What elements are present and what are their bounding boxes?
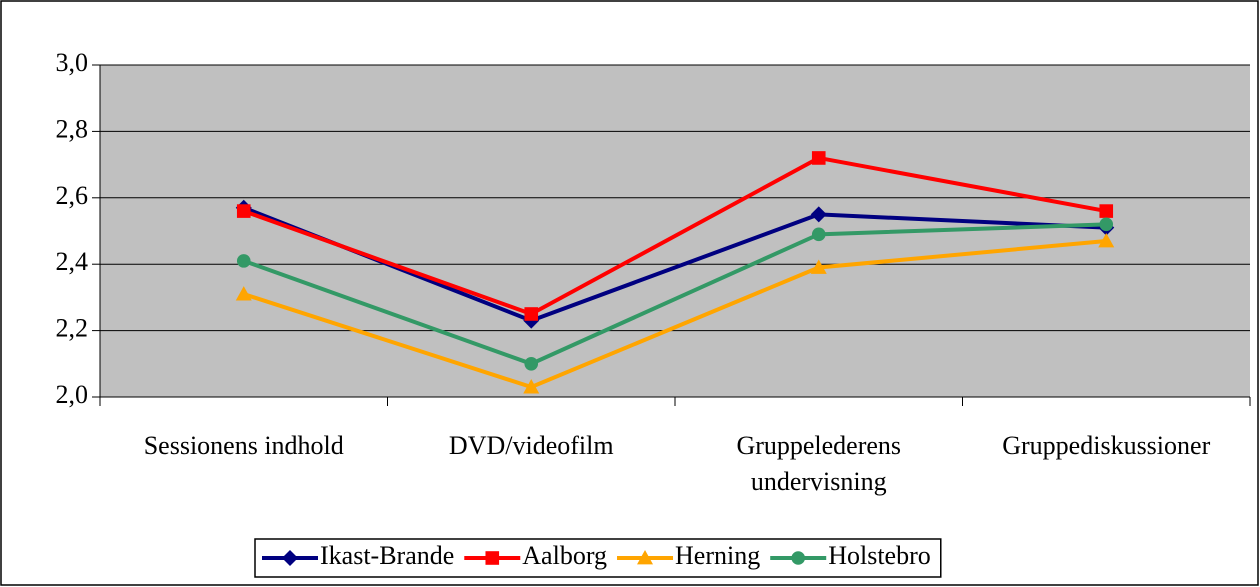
marker [485, 551, 500, 565]
x-tick-label: Sessionens indhold [143, 431, 344, 460]
marker [282, 550, 298, 566]
marker [1099, 217, 1114, 232]
marker [637, 550, 654, 565]
marker [811, 151, 826, 165]
marker [524, 357, 539, 371]
plot-area [100, 65, 1250, 397]
legend-label: Holstebro [828, 541, 931, 570]
marker [235, 286, 252, 301]
x-tick-label: Gruppelederens undervisning [736, 431, 902, 496]
series-line [243, 222, 1107, 366]
marker [524, 307, 539, 321]
y-tick-label: 2,4 [56, 247, 89, 276]
marker [810, 206, 827, 223]
y-tick-label: 2,8 [56, 114, 89, 143]
y-tick-label: 3,0 [56, 48, 89, 77]
series-line [243, 238, 1107, 390]
legend-box [254, 538, 942, 578]
legend-label: Herning [675, 541, 760, 570]
marker [236, 204, 251, 218]
legend-label: Aalborg [522, 541, 607, 570]
marker [791, 551, 806, 565]
x-tick-label: Gruppediskussioner [1002, 431, 1211, 460]
series-line [243, 155, 1107, 317]
marker [810, 259, 827, 274]
legend: Ikast-Brande Aalborg Herning Holstebro [254, 538, 942, 578]
legend-label: Ikast-Brande [320, 541, 454, 570]
y-tick-label: 2,2 [56, 314, 89, 343]
y-tick-label: 2,6 [56, 181, 89, 210]
marker [523, 379, 540, 394]
y-tick-label: 2,0 [56, 380, 89, 409]
marker [1098, 232, 1115, 248]
marker [236, 254, 251, 268]
marker [811, 227, 826, 242]
x-tick-label: DVD/videofilm [448, 431, 614, 460]
marker [1099, 204, 1114, 218]
